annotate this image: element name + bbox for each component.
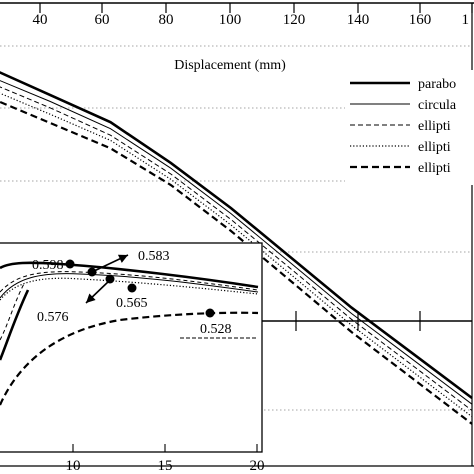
arrow-head-icon — [86, 293, 96, 303]
x-axis-title: Displacement (mm) — [174, 58, 286, 73]
annotation-label: 0.528 — [200, 322, 232, 337]
legend-background — [345, 70, 474, 185]
main-series-lines — [0, 71, 473, 425]
x-tick-label: 1 — [462, 12, 470, 28]
x-tick-label: 40 — [33, 12, 48, 28]
x-tick-label: 120 — [283, 12, 306, 28]
series-line — [0, 92, 473, 418]
x-tick-label: 140 — [347, 12, 370, 28]
legend-label: parabo — [418, 77, 456, 92]
annotation-label: 0.583 — [138, 249, 170, 264]
series-line — [0, 71, 473, 400]
inset-tick-label: 20 — [250, 458, 265, 474]
annotation-marker — [127, 283, 137, 293]
inset-tick-label: 10 — [66, 458, 81, 474]
legend-label: ellipti — [418, 161, 451, 176]
x-tick-label: 80 — [159, 12, 174, 28]
main-x-axis: 40 60 80 100 120 140 160 1 — [33, 3, 473, 28]
inset-series-line — [0, 281, 26, 341]
legend-label: ellipti — [418, 119, 451, 134]
arrow-head-icon — [117, 254, 128, 263]
annotation-marker — [205, 308, 215, 318]
inset-series-line — [0, 277, 259, 301]
annotation-label: 0.565 — [116, 296, 148, 311]
inset-frame — [0, 242, 263, 453]
inset-series-line — [0, 261, 259, 289]
annotation-label: 0.598 — [32, 258, 64, 273]
x-tick-label: 100 — [219, 12, 242, 28]
inset-tick-label: 15 — [158, 458, 173, 474]
x-tick-label: 160 — [409, 12, 432, 28]
annotation-marker — [65, 259, 75, 269]
legend: parabo circula ellipti ellipti ellipti — [345, 70, 474, 185]
inset-plot: 10 15 20 0.598 0.583 0.576 0.565 0.528 — [0, 242, 265, 474]
series-line — [0, 100, 473, 425]
legend-label: ellipti — [418, 140, 451, 155]
legend-label: circula — [418, 98, 457, 113]
x-tick-label: 60 — [95, 12, 110, 28]
annotation-label: 0.576 — [37, 310, 69, 325]
series-line — [0, 80, 473, 405]
inset-series-line — [0, 289, 30, 361]
